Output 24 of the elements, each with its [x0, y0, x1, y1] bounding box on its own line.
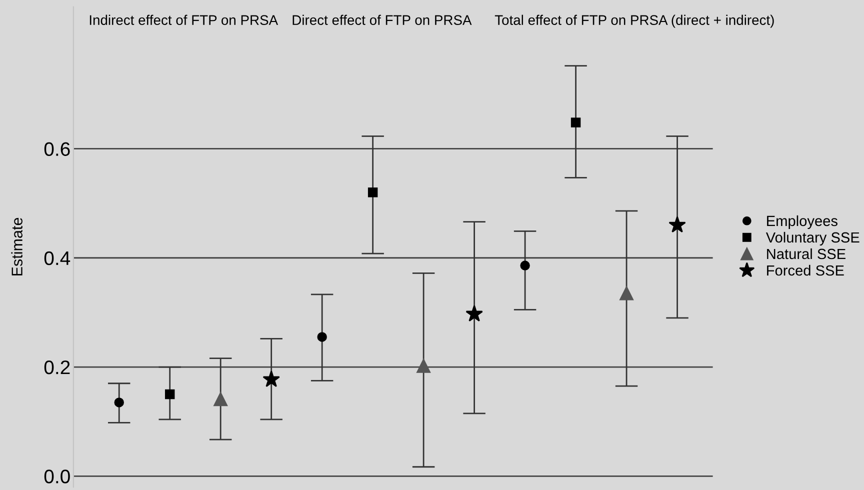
point: [520, 260, 530, 270]
y-tick-label: 0.2: [44, 360, 70, 374]
point: [416, 358, 431, 373]
legend-label: Employees: [767, 215, 838, 229]
point: [317, 332, 327, 342]
point: [620, 286, 634, 300]
legend-label: Voluntary SSE: [766, 232, 860, 246]
annotation: Total effect of FTP on PRSA (direct + indirect): [494, 14, 774, 28]
annotation: Indirect effect of FTP on PRSA: [90, 14, 278, 25]
y-axis-title: Estimate: [11, 218, 22, 276]
legend-label: Natural SSE: [767, 248, 846, 260]
point: [262, 370, 280, 387]
point: [570, 118, 581, 128]
y-tick-label: 0.4: [44, 251, 70, 266]
point: [164, 389, 175, 400]
y-tick-label: 0.0: [44, 470, 70, 484]
point: [114, 398, 124, 408]
annotation: Direct effect of FTP on PRSA: [292, 14, 472, 25]
y-tick-label: 0.6: [44, 142, 70, 156]
point: [368, 188, 378, 198]
legend-label: Forced SSE: [767, 264, 844, 276]
point: [466, 305, 483, 322]
point: [214, 392, 228, 406]
point: [668, 216, 686, 233]
